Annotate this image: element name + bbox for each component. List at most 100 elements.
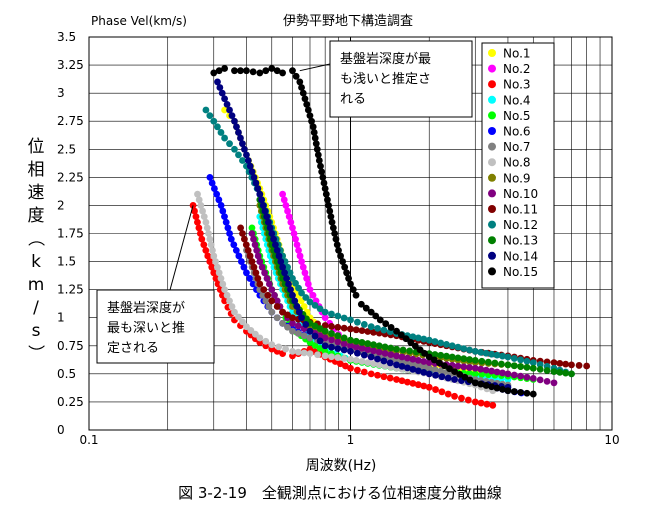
x-axis-label: 周波数(Hz) (306, 458, 377, 474)
data-point (221, 106, 228, 114)
data-point (441, 362, 448, 370)
data-point (303, 100, 311, 108)
data-point (347, 355, 354, 363)
data-point (206, 258, 214, 265)
data-point (226, 106, 233, 114)
annotation-text: 定される (107, 341, 159, 356)
data-point (256, 258, 264, 265)
data-point (550, 359, 558, 367)
data-point (251, 241, 259, 249)
data-point (248, 258, 256, 265)
data-point (327, 213, 335, 221)
data-point (246, 275, 254, 282)
data-point (290, 230, 298, 237)
data-point (311, 322, 319, 330)
legend-marker (488, 95, 496, 104)
y-tick-label: 1.25 (57, 283, 84, 297)
data-point (275, 252, 283, 260)
data-point (256, 190, 264, 198)
data-point (438, 373, 446, 381)
data-point (210, 185, 218, 192)
data-point (393, 327, 400, 335)
data-point (425, 370, 433, 378)
data-point (266, 224, 274, 232)
data-point (294, 348, 302, 356)
data-point (477, 365, 485, 373)
data-point (437, 351, 445, 359)
data-point (398, 362, 406, 370)
data-point (195, 224, 203, 232)
data-point (343, 269, 351, 277)
data-point (299, 263, 307, 271)
data-point (293, 241, 301, 249)
data-point (210, 69, 218, 77)
data-point (237, 258, 245, 265)
data-point (328, 218, 336, 226)
data-point (482, 366, 490, 374)
data-point (406, 347, 414, 355)
data-point (360, 368, 368, 376)
data-point (425, 353, 433, 361)
data-point (284, 263, 291, 271)
data-point (263, 213, 271, 221)
data-point (221, 286, 228, 294)
data-point (259, 291, 267, 299)
data-point (289, 291, 296, 299)
legend-marker (488, 267, 496, 276)
data-point (286, 269, 294, 277)
data-point (380, 373, 388, 381)
data-point (397, 331, 405, 339)
data-point (289, 319, 296, 327)
data-point (217, 129, 225, 136)
data-point (399, 346, 407, 354)
legend-label: No.7 (503, 140, 531, 154)
data-point (282, 202, 290, 209)
data-point (221, 213, 228, 221)
data-point (235, 313, 242, 321)
data-point (482, 382, 490, 389)
data-point (550, 368, 558, 376)
data-point (386, 374, 394, 382)
legend-label: No.12 (503, 218, 538, 232)
data-point (333, 241, 341, 249)
data-point (404, 378, 411, 386)
data-point (250, 263, 258, 271)
data-point (316, 345, 324, 352)
data-point (210, 269, 218, 277)
data-point (362, 304, 370, 312)
data-point (316, 337, 324, 345)
data-point (471, 356, 479, 364)
data-point (489, 401, 497, 409)
data-point (451, 392, 458, 400)
data-point (370, 360, 377, 368)
data-point (432, 386, 439, 393)
legend-marker (488, 49, 496, 57)
y-axis-label-char: k (31, 252, 41, 272)
y-axis-label-char: （ (25, 230, 45, 247)
data-point (214, 78, 221, 86)
data-point (454, 362, 462, 370)
data-point (212, 258, 219, 265)
data-point (298, 289, 305, 297)
data-point (306, 112, 314, 119)
data-point (194, 190, 201, 198)
data-point (347, 280, 354, 288)
data-point (456, 371, 464, 378)
data-point (529, 359, 537, 367)
data-point (249, 280, 257, 288)
data-point (235, 129, 242, 136)
data-point (448, 342, 456, 350)
data-point (310, 129, 318, 136)
data-point (367, 370, 375, 378)
data-point (239, 140, 246, 148)
data-point (345, 275, 352, 282)
y-tick-label: 0.75 (57, 339, 84, 353)
data-point (499, 385, 506, 393)
y-tick-label: 1.5 (57, 255, 76, 269)
series-No.15 (210, 65, 537, 398)
data-point (289, 348, 296, 355)
data-point (443, 340, 450, 348)
data-point (292, 72, 300, 80)
y-unit-label: Phase Vel(km/s) (91, 14, 187, 28)
data-point (262, 67, 270, 75)
